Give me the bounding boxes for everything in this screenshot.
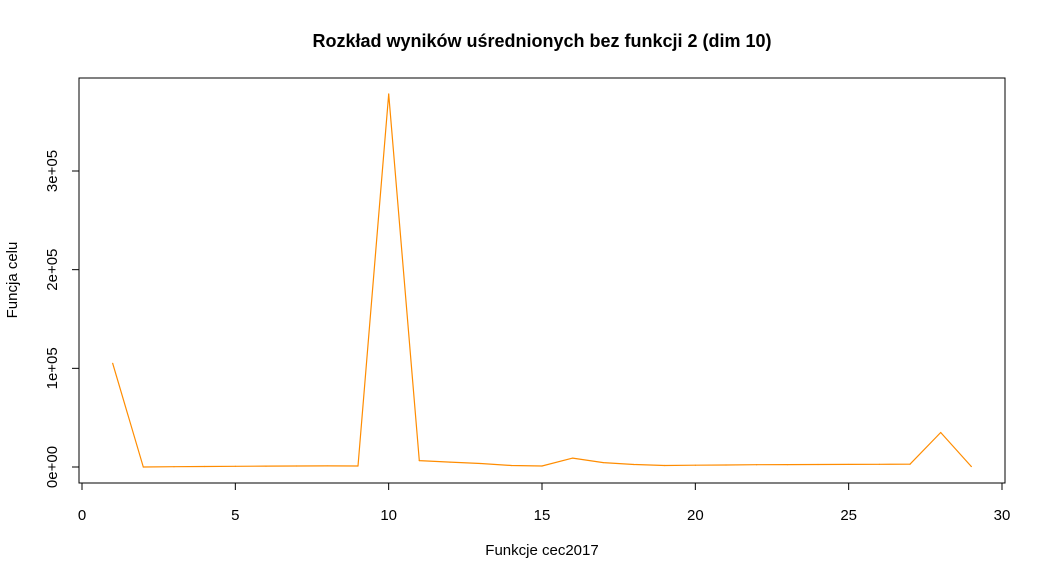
x-tick-label: 5	[231, 507, 239, 524]
data-point	[940, 431, 942, 434]
data-point	[786, 464, 788, 466]
data-point	[296, 465, 298, 467]
data-point	[388, 93, 390, 95]
data-point	[234, 465, 236, 467]
y-tick-label: 1e+05	[44, 347, 61, 389]
x-axis-label: Funkcje cec2017	[485, 542, 598, 559]
data-point	[510, 464, 512, 467]
data-point	[848, 463, 850, 466]
data-point	[694, 464, 696, 466]
data-point	[633, 463, 635, 466]
data-point	[970, 465, 972, 468]
x-tick-label: 20	[687, 507, 704, 524]
data-point	[265, 465, 267, 467]
plot-area-frame	[78, 77, 1006, 484]
data-point	[326, 465, 328, 467]
data-point	[357, 465, 359, 467]
data-point	[878, 463, 880, 465]
x-tick-label: 25	[840, 507, 857, 524]
data-point	[449, 461, 451, 463]
series-line	[112, 93, 972, 468]
data-point	[112, 362, 114, 364]
data-point	[725, 464, 727, 466]
x-axis: 0 5 10 15 20 25 30	[78, 482, 1011, 524]
data-point	[909, 463, 911, 465]
data-point	[480, 462, 482, 465]
y-tick-label: 0e+00	[44, 446, 61, 488]
y-axis-label: Funcja celu	[4, 242, 21, 319]
data-point	[756, 464, 758, 466]
x-tick-label: 10	[380, 507, 397, 524]
data-point	[664, 464, 666, 467]
y-axis: 0e+00 1e+05 2e+05 3e+05	[44, 150, 80, 488]
data-point	[602, 461, 604, 464]
y-tick-label: 2e+05	[44, 249, 61, 291]
data-point	[817, 463, 819, 466]
series-layer	[112, 93, 972, 468]
x-tick-label: 15	[534, 507, 551, 524]
data-point	[204, 465, 206, 468]
data-point	[173, 466, 175, 468]
data-point	[142, 466, 144, 468]
data-point	[418, 459, 420, 462]
x-tick-label: 0	[78, 507, 86, 524]
data-point	[541, 465, 543, 467]
x-tick-label: 30	[994, 507, 1011, 524]
data-point	[572, 457, 574, 459]
chart-title: Rozkład wyników uśrednionych bez funkcji…	[312, 31, 771, 51]
y-tick-label: 3e+05	[44, 150, 61, 192]
